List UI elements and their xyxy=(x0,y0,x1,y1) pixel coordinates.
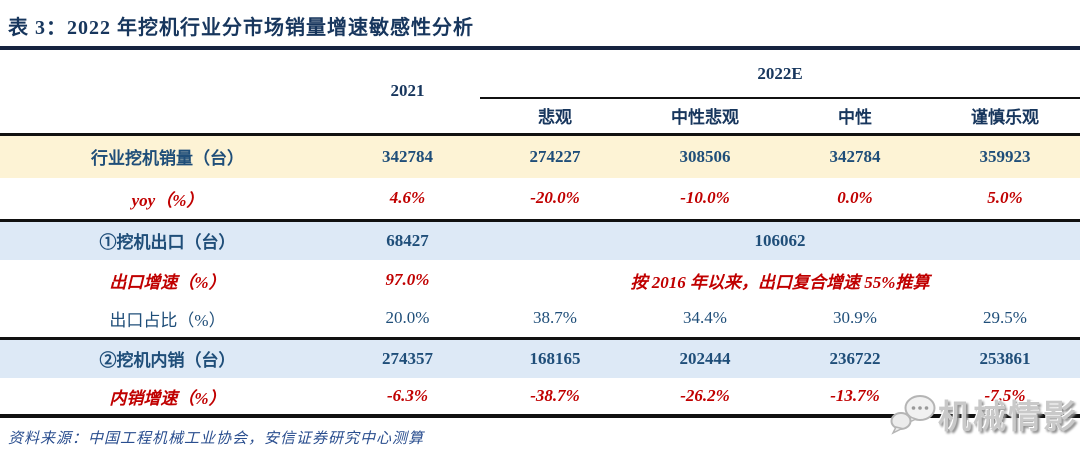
value-cell-cautious-optimistic: -7.5% xyxy=(930,378,1080,418)
value-cell-neutral-pessimistic: 34.4% xyxy=(630,300,780,340)
label-column-header xyxy=(0,50,335,136)
value-cell-cautious-optimistic: 29.5% xyxy=(930,300,1080,340)
column-header-neutral-pessimistic: 中性悲观 xyxy=(630,98,780,136)
row-label: ①挖机出口（台） xyxy=(99,233,236,253)
value-cell-neutral: 0.0% xyxy=(780,178,930,222)
value-cell-neutral-pessimistic: -10.0% xyxy=(630,178,780,222)
sensitivity-table: 2021 2022E 悲观 中性悲观 中性 谨慎乐观 行业挖机销量（台） 342… xyxy=(0,50,1080,418)
row-label: ②挖机内销（台） xyxy=(99,351,236,371)
value-cell-2021: 4.6% xyxy=(335,178,480,222)
value-cell-2021: 68427 xyxy=(386,230,429,250)
value-cell-2021: 97.0% xyxy=(385,270,430,289)
row-industry-sales: 行业挖机销量（台） 342784 274227 308506 342784 35… xyxy=(0,134,1080,178)
value-cell-pessimistic: -38.7% xyxy=(480,378,630,418)
row-export-share: 出口占比（%） 20.0% 38.7% 34.4% 30.9% 29.5% xyxy=(0,300,1080,340)
value-cell-pessimistic: 38.7% xyxy=(480,300,630,340)
header-row-groups: 2021 2022E xyxy=(0,50,1080,136)
column-group-header-2022e: 2022E xyxy=(480,50,1080,99)
value-cell-cautious-optimistic: 5.0% xyxy=(930,178,1080,222)
value-cell-neutral: 30.9% xyxy=(780,300,930,340)
value-cell-neutral-pessimistic: 308506 xyxy=(679,146,731,166)
row-label: 出口占比（%） xyxy=(0,300,335,340)
value-cell-2022e-merged: 106062 xyxy=(754,230,806,250)
row-label: 行业挖机销量（台） xyxy=(91,149,244,169)
value-cell-pessimistic: 274227 xyxy=(529,146,581,166)
value-cell-cautious-optimistic: 253861 xyxy=(979,348,1031,368)
row-export-growth: 出口增速（%） 97.0% 按 2016 年以来，出口复合增速 55%推算 xyxy=(0,260,1080,300)
value-cell-2021: 20.0% xyxy=(335,300,480,340)
column-header-neutral: 中性 xyxy=(780,98,930,136)
value-cell-neutral: 236722 xyxy=(829,348,881,368)
header-row-scenarios: 悲观 中性悲观 中性 谨慎乐观 xyxy=(0,98,1080,136)
value-cell-neutral-pessimistic: 202444 xyxy=(679,348,731,368)
value-cell-neutral: 342784 xyxy=(829,146,881,166)
source-note: 资料来源：中国工程机械工业协会，安信证券研究中心测算 xyxy=(8,431,425,447)
value-cell-pessimistic: 168165 xyxy=(529,348,581,368)
column-header-pessimistic: 悲观 xyxy=(480,98,630,136)
column-header-cautious-optimistic: 谨慎乐观 xyxy=(930,98,1080,136)
title-divider xyxy=(0,46,1080,50)
row-yoy: yoy（%） 4.6% -20.0% -10.0% 0.0% 5.0% xyxy=(0,178,1080,222)
table-title: 表 3：2022 年挖机行业分市场销量增速敏感性分析 xyxy=(8,17,474,39)
value-cell-2021: 342784 xyxy=(382,146,433,166)
row-label: 出口增速（%） xyxy=(109,272,226,292)
note-cell-2022e-merged: 按 2016 年以来，出口复合增速 55%推算 xyxy=(630,272,930,292)
value-cell-pessimistic: -20.0% xyxy=(480,178,630,222)
value-cell-2021: 274357 xyxy=(382,348,433,368)
row-export: ①挖机出口（台） 68427 106062 xyxy=(0,220,1080,260)
value-cell-neutral-pessimistic: -26.2% xyxy=(630,378,780,418)
column-header-2021: 2021 xyxy=(335,50,480,136)
row-label: 内销增速（%） xyxy=(0,378,335,418)
value-cell-2021: -6.3% xyxy=(335,378,480,418)
row-domestic-sales: ②挖机内销（台） 274357 168165 202444 236722 253… xyxy=(0,338,1080,378)
value-cell-neutral: -13.7% xyxy=(780,378,930,418)
row-domestic-growth: 内销增速（%） -6.3% -38.7% -26.2% -13.7% -7.5% xyxy=(0,378,1080,418)
value-cell-cautious-optimistic: 359923 xyxy=(979,146,1031,166)
row-label: yoy（%） xyxy=(0,178,335,222)
